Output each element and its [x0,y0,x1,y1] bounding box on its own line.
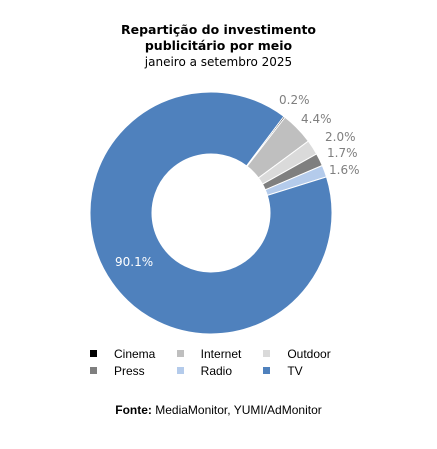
legend-swatch-press [90,367,97,374]
source-label: Fonte: [115,403,152,417]
legend-item-outdoor: Outdoor [263,347,350,361]
legend-item-cinema: Cinema [90,347,177,361]
chart-title-line-2: publicitário por meio [144,38,293,53]
legend-swatch-internet [176,350,184,357]
legend-item-radio: Radio [176,363,264,378]
chart-source: Fonte: MediaMonitor, YUMI/AdMonitor [0,403,437,417]
chart-title-block: Repartição do investimento publicitário … [0,22,437,70]
legend-swatch-outdoor [263,350,271,357]
data-label-internet: 4.4% [301,112,332,126]
legend-row-1: Cinema Internet Outdoor [90,345,350,362]
donut-data-labels: 0.2% 4.4% 2.0% 1.7% 1.6% 90.1% [115,93,360,269]
legend-label-press: Press [114,363,145,378]
legend-item-tv: TV [263,364,350,378]
chart-title-line-1: Repartição do investimento [120,22,317,37]
slice-tv [89,91,333,335]
chart-legend: Cinema Internet Outdoor Press Radio TV [90,345,350,379]
legend-swatch-tv [263,367,271,374]
legend-label-internet: Internet [200,346,242,361]
legend-swatch-radio [176,367,184,374]
legend-label-tv: TV [287,363,303,378]
legend-label-outdoor: Outdoor [287,346,331,361]
legend-row-2: Press Radio TV [90,362,350,379]
chart-subtitle: janeiro a setembro 2025 [144,55,293,69]
donut-slices [89,91,333,335]
legend-label-radio: Radio [200,363,233,378]
data-label-press: 1.7% [327,146,358,160]
data-label-cinema: 0.2% [279,93,310,107]
data-label-radio: 1.6% [329,163,360,177]
data-label-outdoor: 2.0% [325,130,356,144]
legend-swatch-cinema [90,350,97,357]
data-label-tv: 90.1% [115,255,153,269]
source-text: MediaMonitor, YUMI/AdMonitor [155,403,322,417]
legend-item-internet: Internet [176,346,264,361]
legend-label-cinema: Cinema [114,346,156,361]
legend-item-press: Press [90,364,177,378]
